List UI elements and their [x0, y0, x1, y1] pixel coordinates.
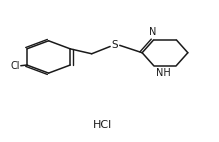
Text: N: N	[149, 27, 156, 37]
Text: NH: NH	[156, 68, 171, 78]
Text: S: S	[112, 40, 118, 50]
Text: HCl: HCl	[93, 120, 113, 130]
Text: Cl: Cl	[11, 61, 20, 71]
